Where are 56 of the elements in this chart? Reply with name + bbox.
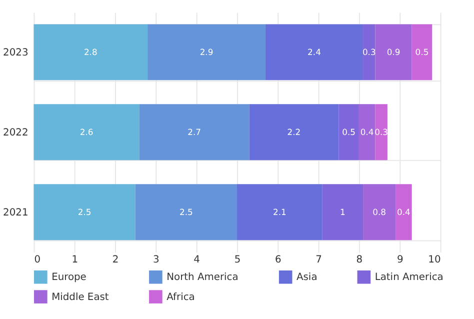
bar [148,24,266,80]
y-tick-label: 2023 [3,48,28,59]
data-label: 0.8 [372,207,386,218]
data-label: 2.6 [80,127,94,138]
legend-label: Middle East [52,292,109,303]
bar [396,184,412,240]
data-label: 2.5 [78,207,92,218]
legend-label: Asia [296,272,318,284]
bar [412,24,432,80]
x-tick-label: 10 [428,254,441,266]
x-tick-label: 0 [34,254,41,266]
legend-label: Latin America [374,272,444,284]
data-label: 0.3 [374,127,388,138]
data-label: 0.5 [342,127,356,138]
bar [358,104,376,160]
data-label: 0.5 [415,47,429,58]
data-label: 0.3 [362,47,376,58]
data-label: 2.9 [200,47,214,58]
data-label: 1 [340,207,346,218]
data-label: 2.7 [188,127,201,138]
bar [375,104,388,160]
y-tick-label: 2021 [3,208,28,219]
data-label: 0.4 [360,127,374,138]
bar [249,104,339,160]
legend-label: North America [166,272,238,284]
data-label: 0.4 [397,207,410,218]
data-label: 2.5 [179,207,193,218]
x-tick-label: 2 [112,254,119,266]
bar [338,104,359,160]
data-label: 2.4 [308,47,321,58]
bar [34,24,148,80]
bar [322,184,364,240]
bar [237,184,322,240]
legend-label: Europe [52,272,86,284]
bar [363,184,396,240]
data-label: 2.1 [273,207,286,218]
bar [34,184,136,240]
x-tick-label: 7 [316,254,322,266]
bar [375,24,412,80]
x-tick-label: 3 [153,254,160,266]
bar [265,24,364,80]
y-tick-label: 2022 [3,128,28,139]
data-label: 2.8 [84,47,98,58]
x-tick-label: 6 [274,254,282,266]
legend-label: Africa [166,292,195,303]
x-tick-label: 5 [234,254,241,266]
data-label: 0.9 [386,47,400,58]
bar [139,104,250,160]
x-tick-label: 1 [72,254,78,266]
data-label: 2.2 [287,127,301,138]
x-tick-label: 9 [396,254,404,266]
x-tick-label: 8 [356,254,363,266]
bar [135,184,237,240]
bar [363,24,376,80]
bar [34,104,140,160]
x-tick-label: 4 [194,254,200,266]
